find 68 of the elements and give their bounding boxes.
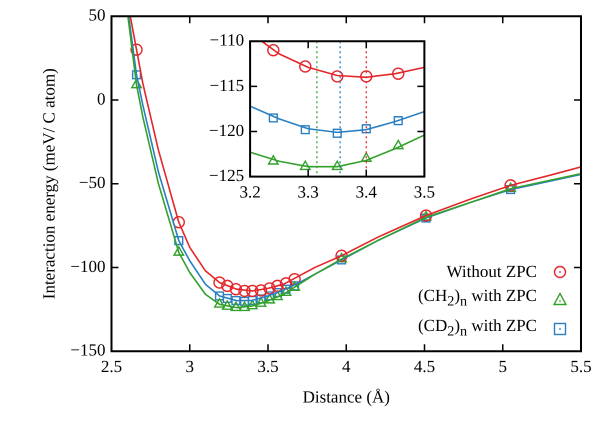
point <box>394 116 403 126</box>
point <box>268 155 279 165</box>
point <box>231 296 240 306</box>
y-axis-title: Interaction energy (meV/ C atom) <box>40 68 59 300</box>
point <box>267 44 280 56</box>
point <box>246 284 259 298</box>
point <box>130 44 143 56</box>
x-tick-label: 3.4 <box>356 182 378 202</box>
point <box>331 70 344 83</box>
y-tick-label: −50 <box>78 173 106 192</box>
point <box>254 284 268 297</box>
x-tick-label: 3.3 <box>298 182 319 202</box>
legend-label: Without ZPC <box>446 261 537 284</box>
x-tick-label: 3.5 <box>414 182 435 202</box>
point <box>213 276 226 289</box>
point <box>131 78 142 88</box>
point <box>335 250 348 262</box>
point <box>222 300 233 310</box>
point <box>240 296 250 306</box>
point <box>392 67 404 80</box>
point <box>336 252 348 263</box>
point <box>221 280 234 292</box>
point <box>173 246 184 256</box>
point <box>264 294 276 304</box>
point <box>222 294 232 304</box>
point <box>132 70 142 80</box>
y-tick-label: 50 <box>88 6 106 25</box>
point <box>360 152 372 162</box>
point <box>360 70 372 83</box>
point <box>300 125 310 134</box>
x-tick-label: 3.5 <box>257 356 279 376</box>
point <box>271 280 284 292</box>
point <box>214 298 225 308</box>
y-tick-label: −120 <box>208 120 244 140</box>
point <box>299 60 312 73</box>
y-tick-label: −100 <box>70 256 106 276</box>
point <box>239 301 250 312</box>
point <box>332 128 342 138</box>
y-tick-label: 0 <box>96 89 106 108</box>
legend-label: (CD$_{2}$)$_{n}$ with ZPC <box>418 314 537 342</box>
point <box>504 179 517 192</box>
point <box>263 282 276 295</box>
x-tick-label: 3 <box>185 356 194 376</box>
x-tick-label: 4 <box>342 356 351 376</box>
point <box>238 284 251 298</box>
point <box>255 297 266 307</box>
point <box>280 277 292 290</box>
x-tick-label: 5.5 <box>570 356 592 376</box>
point <box>268 113 278 123</box>
point <box>300 160 311 170</box>
point <box>172 216 185 228</box>
legend-label: (CH$_{2}$)$_{n}$ with ZPC <box>418 285 537 312</box>
y-tick-label: −115 <box>210 76 244 95</box>
point <box>174 236 184 246</box>
point <box>214 291 224 301</box>
y-tick-label: −110 <box>210 30 244 50</box>
point <box>288 272 301 286</box>
x-tick-label: 5 <box>498 356 507 376</box>
point <box>272 290 283 300</box>
point <box>246 300 258 310</box>
point <box>230 283 242 296</box>
x-tick-label: 4.5 <box>414 356 436 376</box>
point <box>362 124 371 134</box>
point <box>280 286 292 296</box>
x-axis-title: Distance (Å) <box>302 387 390 406</box>
point <box>230 301 242 312</box>
point <box>392 140 404 150</box>
point <box>332 160 343 170</box>
